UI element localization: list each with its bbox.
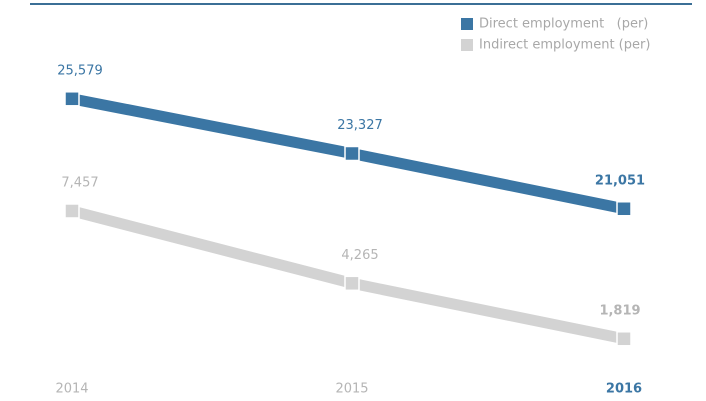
point-marker	[344, 145, 360, 162]
value-label: 23,327	[337, 118, 383, 133]
value-label: 1,819	[599, 303, 640, 318]
point-marker	[344, 275, 360, 292]
legend-label: Direct employment (per)	[479, 17, 648, 32]
value-label: 25,579	[57, 63, 103, 78]
x-tick-label: 2014	[55, 382, 88, 397]
point-marker	[616, 331, 632, 347]
point-marker	[616, 201, 632, 217]
series-line	[70, 205, 626, 345]
value-label: 4,265	[341, 248, 378, 263]
value-label: 21,051	[595, 173, 645, 188]
legend-swatch	[461, 39, 473, 51]
point-marker	[64, 203, 80, 219]
value-label: 7,457	[61, 175, 98, 190]
legend-label: Indirect employment (per)	[479, 38, 650, 53]
legend-swatch	[461, 18, 473, 30]
point-marker	[64, 91, 80, 107]
x-tick-label: 2015	[335, 382, 368, 397]
x-tick-label: 2016	[606, 382, 642, 397]
